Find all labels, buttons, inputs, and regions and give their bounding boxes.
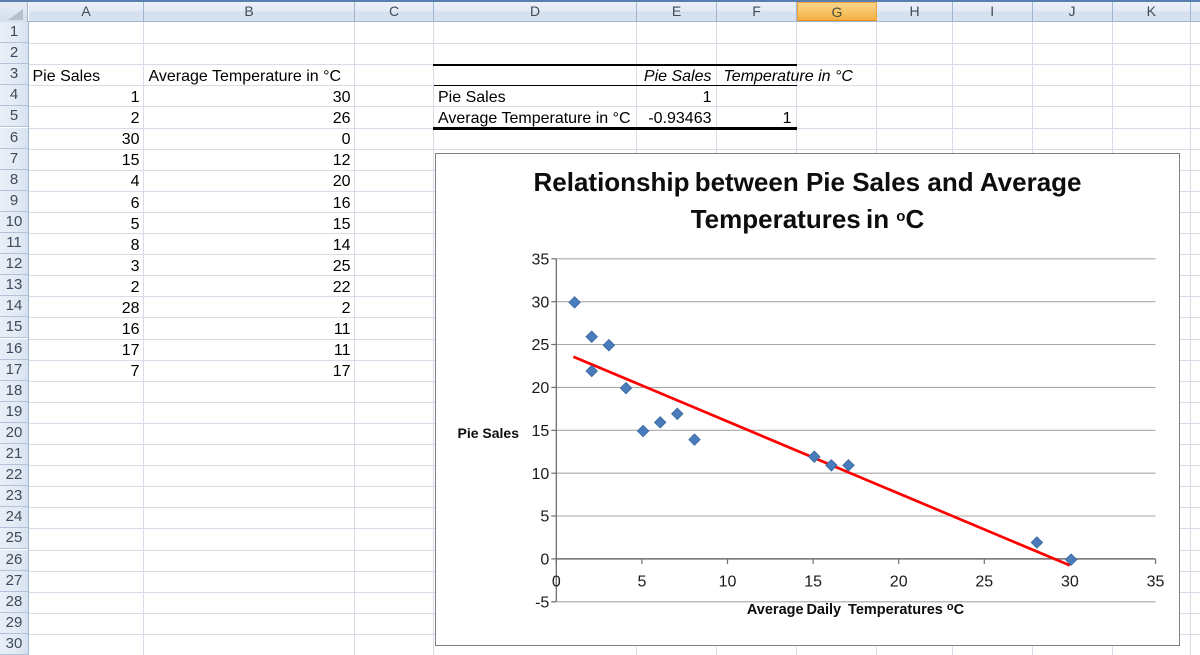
- svg-text:20: 20: [890, 573, 908, 590]
- svg-text:35: 35: [532, 251, 550, 268]
- svg-text:10: 10: [719, 573, 737, 590]
- svg-text:5: 5: [540, 509, 549, 526]
- svg-text:0: 0: [540, 552, 549, 569]
- svg-text:35: 35: [1147, 573, 1165, 590]
- svg-text:20: 20: [532, 380, 550, 397]
- svg-text:-5: -5: [535, 594, 549, 611]
- svg-text:15: 15: [804, 573, 822, 590]
- svg-text:5: 5: [637, 573, 646, 590]
- svg-text:30: 30: [1061, 573, 1079, 590]
- svg-text:0: 0: [552, 573, 561, 590]
- svg-text:15: 15: [532, 423, 550, 440]
- svg-text:10: 10: [532, 466, 550, 483]
- svg-text:25: 25: [975, 573, 993, 590]
- svg-text:25: 25: [532, 337, 550, 354]
- svg-text:30: 30: [532, 294, 550, 311]
